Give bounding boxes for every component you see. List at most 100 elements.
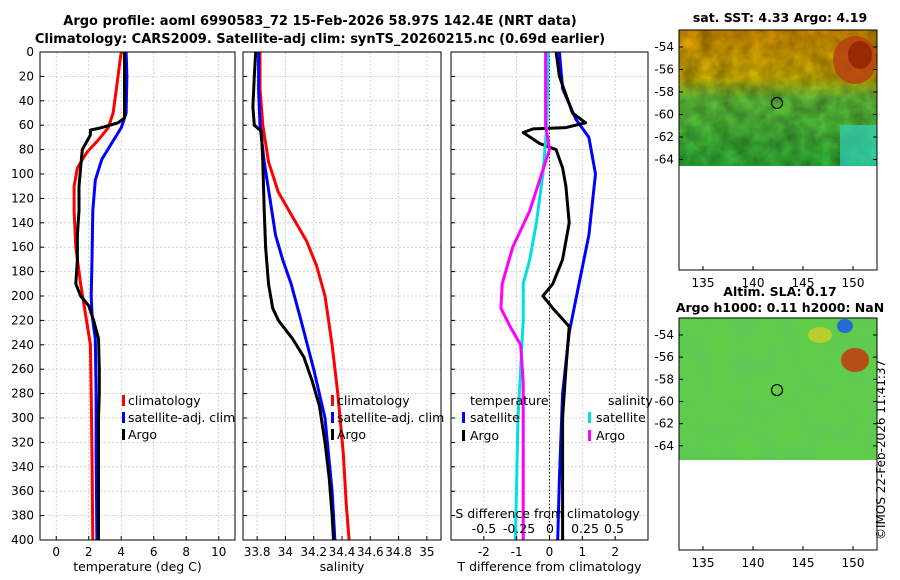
lat-tick-label: -56 xyxy=(654,63,674,77)
lon-tick-label: 140 xyxy=(742,556,765,570)
legend-label: satellite xyxy=(470,410,520,425)
x-tick-label: -2 xyxy=(478,545,490,559)
lon-tick-label: 145 xyxy=(792,276,815,290)
legend-label: satellite xyxy=(596,410,646,425)
y-tick-label: 140 xyxy=(11,216,34,230)
lat-tick-label: -54 xyxy=(654,328,674,342)
y-tick-label: 160 xyxy=(11,240,34,254)
y-tick-label: 300 xyxy=(11,411,34,425)
x-tick-label: 10 xyxy=(211,545,226,559)
x-tick-label: 34 xyxy=(278,545,293,559)
y-tick-label: 280 xyxy=(11,387,34,401)
series-line-satellite-adj-clim xyxy=(257,52,337,540)
lon-tick-label: 140 xyxy=(742,276,765,290)
legend: climatology satellite-adj. clim Argo xyxy=(331,393,444,442)
y-tick-label: 40 xyxy=(19,94,34,108)
x-tick-label: -1 xyxy=(511,545,523,559)
x-tick-label: 35 xyxy=(419,545,434,559)
sla-map-title-1: Altim. SLA: 0.17 xyxy=(723,284,837,299)
legend-swatch xyxy=(462,430,465,441)
legend-header: salinity xyxy=(608,393,653,408)
top-tick-label: -0.25 xyxy=(503,521,535,536)
x-tick-label: 34.6 xyxy=(357,545,384,559)
x-tick-label: 2 xyxy=(611,545,619,559)
sla-map xyxy=(678,317,878,551)
top-tick-label: -0.5 xyxy=(472,521,496,536)
x-axis-label: T difference from climatology xyxy=(456,559,642,574)
legend-swatch xyxy=(122,395,125,406)
top-tick-label: 0.25 xyxy=(571,521,599,536)
y-tick-label: 320 xyxy=(11,435,34,449)
lat-tick-label: -60 xyxy=(654,108,674,122)
legend-label: climatology xyxy=(128,393,201,408)
x-tick-label: 1 xyxy=(579,545,587,559)
lat-tick-label: -64 xyxy=(654,439,674,453)
series-line-argo xyxy=(251,52,335,540)
lat-tick-label: -64 xyxy=(654,153,674,167)
y-tick-label: 240 xyxy=(11,338,34,352)
x-tick-label: 4 xyxy=(117,545,125,559)
legend-label: Argo xyxy=(470,428,499,443)
x-tick-label: 33.8 xyxy=(244,545,271,559)
map-axes-sst: -54 -56 -58 -60 -62 -64 135 140 145 150 xyxy=(654,40,877,290)
x-axis-label: salinity xyxy=(320,559,365,574)
legend-label: satellite-adj. clim xyxy=(128,410,235,425)
y-tick-label: 0 xyxy=(26,45,34,59)
lon-tick-label: 135 xyxy=(692,276,715,290)
legend-label: Argo xyxy=(337,427,366,442)
lat-tick-label: -62 xyxy=(654,130,674,144)
chart-title-line2: Climatology: CARS2009. Satellite-adj cli… xyxy=(34,32,606,47)
x-tick-label: 34.2 xyxy=(300,545,327,559)
legend-swatch xyxy=(122,429,125,440)
legend-label: satellite-adj. clim xyxy=(337,410,444,425)
lat-tick-label: -54 xyxy=(654,40,674,54)
series-line-temperature-argo xyxy=(521,52,588,540)
sst-map-title: sat. SST: 4.33 Argo: 4.19 xyxy=(692,10,868,25)
x-tick-label: 2 xyxy=(85,545,93,559)
y-tick-label: 260 xyxy=(11,362,34,376)
lon-tick-label: 135 xyxy=(692,556,715,570)
legend-header: temperature xyxy=(470,393,549,408)
panel-differences: -2 -1 0 1 2T difference from climatology S di… xyxy=(450,51,653,574)
lat-tick-label: -56 xyxy=(654,350,674,364)
legend-label: climatology xyxy=(337,393,410,408)
y-tick-label: 120 xyxy=(11,191,34,205)
legend-swatch xyxy=(462,412,465,423)
panel-temperature: 0204060801001201401601802002202402602803… xyxy=(11,45,236,574)
legend-swatch xyxy=(588,430,591,441)
y-tick-label: 400 xyxy=(11,533,34,547)
legend-swatch xyxy=(122,412,125,423)
lon-tick-label: 145 xyxy=(792,556,815,570)
y-tick-label: 100 xyxy=(11,167,34,181)
top-tick-label: 0.5 xyxy=(604,521,624,536)
y-tick-label: 360 xyxy=(11,484,34,498)
x-tick-label: 0 xyxy=(52,545,60,559)
series-line-argo xyxy=(74,52,126,540)
legend-label: Argo xyxy=(596,428,625,443)
top-axis-label: S difference from climatology xyxy=(455,506,640,521)
x-tick-label: 6 xyxy=(150,545,158,559)
x-axis-label: temperature (deg C) xyxy=(73,559,202,574)
y-tick-label: 380 xyxy=(11,509,34,523)
panel-salinity: 33.8 34 34.2 34.4 34.6 34.8 35 salinity climatol… xyxy=(242,51,444,574)
x-tick-label: 34.8 xyxy=(385,545,412,559)
sla-map-title-2: Argo h1000: 0.11 h2000: NaN xyxy=(675,300,885,315)
sst-map xyxy=(678,29,878,271)
top-tick-label: 0 xyxy=(546,521,554,536)
x-tick-label: 8 xyxy=(182,545,190,559)
lat-tick-label: -60 xyxy=(654,394,674,408)
y-tick-label: 220 xyxy=(11,313,34,327)
x-tick-label: 0 xyxy=(546,545,554,559)
legend: temperature salinity satellite Argo satellit… xyxy=(462,393,653,443)
legend-swatch xyxy=(331,412,334,423)
lat-tick-label: -58 xyxy=(654,85,674,99)
argo-position-marker xyxy=(770,383,784,397)
series-line-salinity-argo xyxy=(499,52,551,540)
y-tick-label: 180 xyxy=(11,265,34,279)
y-tick-label: 340 xyxy=(11,460,34,474)
legend-swatch xyxy=(588,412,591,423)
y-tick-label: 60 xyxy=(19,118,34,132)
lon-tick-label: 150 xyxy=(842,276,865,290)
series-line-climatology xyxy=(258,52,351,540)
